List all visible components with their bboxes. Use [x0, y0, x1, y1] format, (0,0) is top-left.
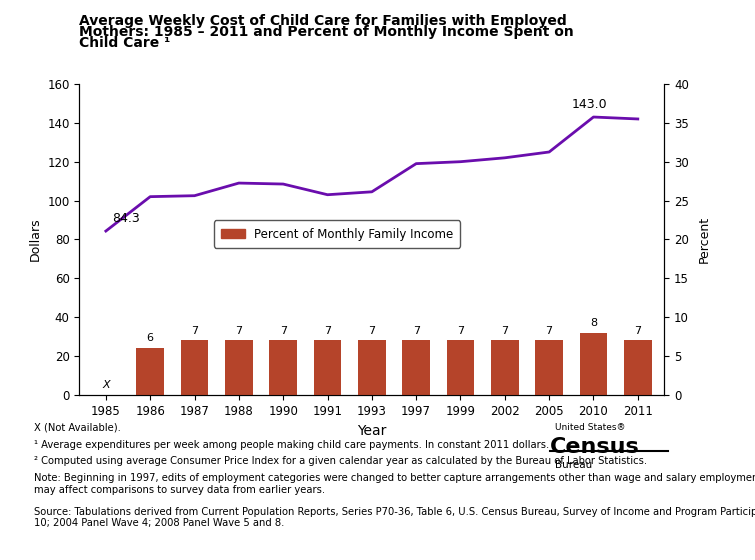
Text: 7: 7 [324, 325, 331, 335]
Text: 7: 7 [191, 325, 198, 335]
Bar [358, 340, 386, 395]
Bar [314, 340, 341, 395]
Text: 7: 7 [457, 325, 464, 335]
Bar [447, 340, 474, 395]
Text: 8: 8 [590, 318, 597, 328]
Y-axis label: Dollars: Dollars [29, 218, 42, 261]
Text: 7: 7 [236, 325, 242, 335]
Bar [491, 340, 519, 395]
Text: X (Not Available).: X (Not Available). [34, 423, 121, 433]
Bar [580, 333, 607, 395]
Bar [137, 348, 164, 395]
Text: Average Weekly Cost of Child Care for Families with Employed: Average Weekly Cost of Child Care for Fa… [79, 14, 567, 28]
Text: 7: 7 [546, 325, 553, 335]
Bar [270, 340, 297, 395]
Bar [624, 340, 652, 395]
Text: 143.0: 143.0 [572, 98, 607, 111]
Text: 7: 7 [501, 325, 508, 335]
Text: Mothers: 1985 – 2011 and Percent of Monthly Income Spent on: Mothers: 1985 – 2011 and Percent of Mont… [79, 25, 574, 39]
Bar [225, 340, 253, 395]
Text: Child Care ¹: Child Care ¹ [79, 36, 171, 50]
Text: 7: 7 [368, 325, 375, 335]
Text: ² Computed using average Consumer Price Index for a given calendar year as calcu: ² Computed using average Consumer Price … [34, 456, 647, 466]
Text: United States®: United States® [555, 423, 625, 432]
Bar [180, 340, 208, 395]
Text: X: X [102, 380, 109, 390]
X-axis label: Year: Year [357, 424, 387, 438]
Legend: Percent of Monthly Family Income: Percent of Monthly Family Income [214, 221, 461, 248]
Bar [535, 340, 563, 395]
Text: 7: 7 [412, 325, 420, 335]
Text: ¹ Average expenditures per week among people making child care payments. In cons: ¹ Average expenditures per week among pe… [34, 440, 549, 450]
Text: Bureau: Bureau [555, 460, 592, 470]
Text: 7: 7 [279, 325, 287, 335]
Text: Census: Census [550, 437, 639, 457]
Text: 84.3: 84.3 [112, 212, 140, 225]
Text: 6: 6 [146, 333, 154, 343]
Y-axis label: Percent: Percent [698, 216, 710, 263]
Text: Note: Beginning in 1997, edits of employment categories were changed to better c: Note: Beginning in 1997, edits of employ… [34, 473, 755, 495]
Text: 7: 7 [634, 325, 641, 335]
Text: Source: Tabulations derived from Current Population Reports, Series P70-36, Tabl: Source: Tabulations derived from Current… [34, 507, 755, 529]
Bar [402, 340, 430, 395]
